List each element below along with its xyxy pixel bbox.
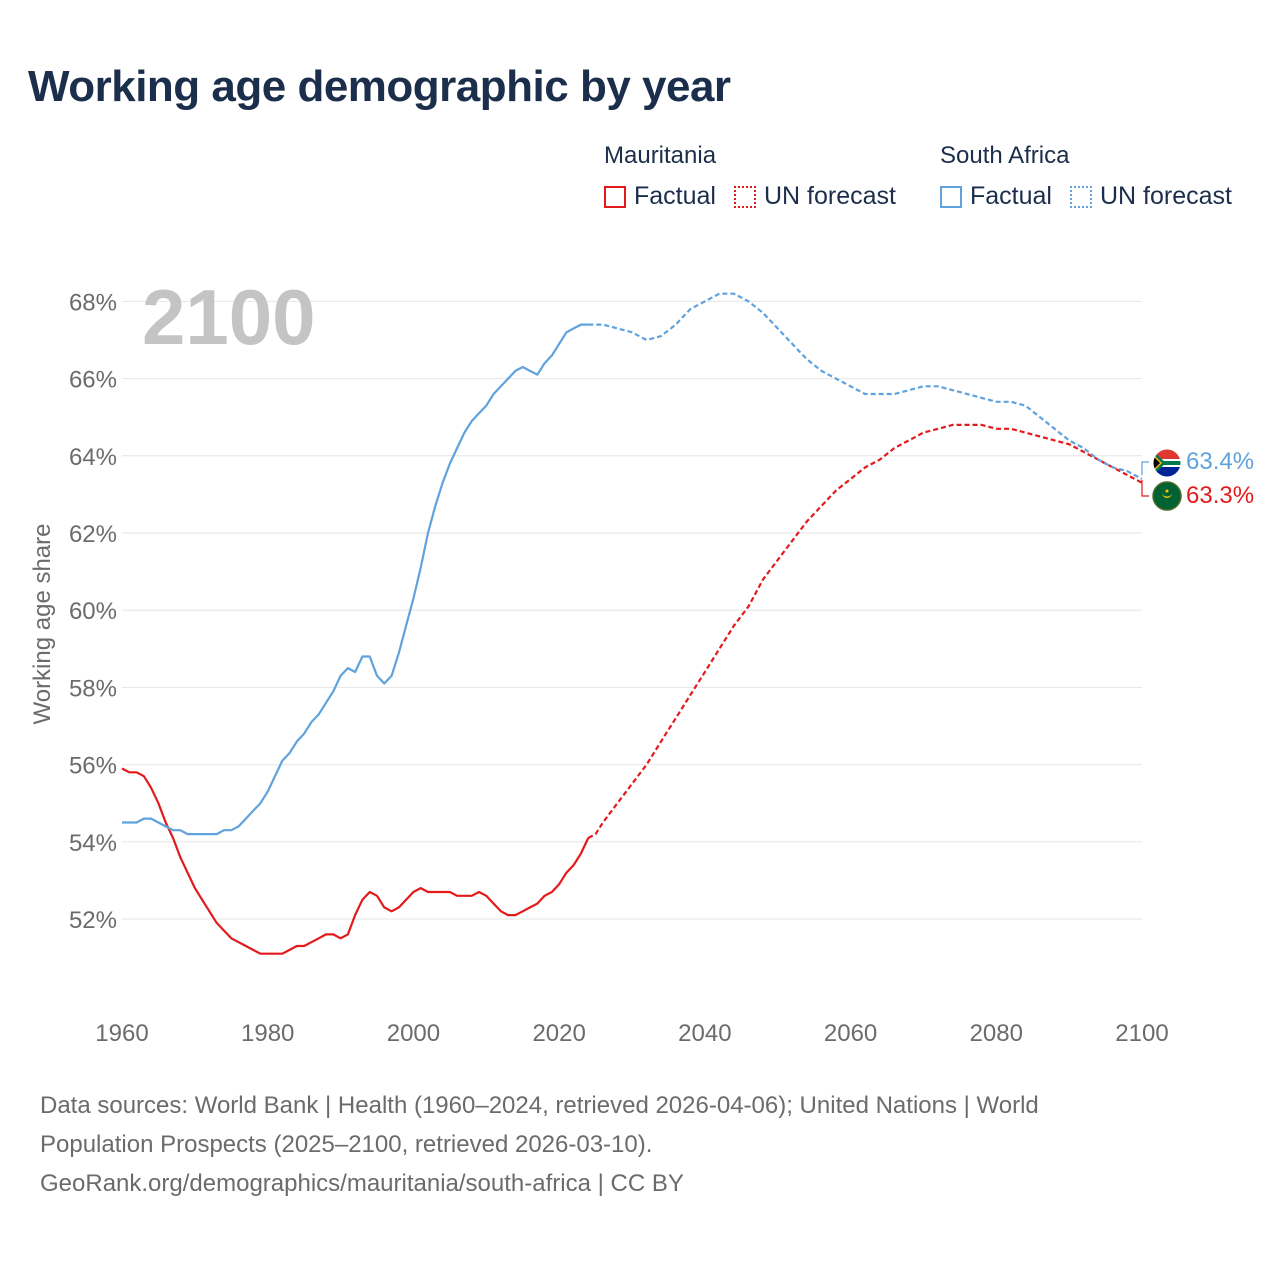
line-chart: 52% 54% 56% 58% 60% 62% 64% 66% 68% 1960 1980 2000…: [29, 273, 1254, 1047]
sources-line: Population Prospects (2025–2100, retriev…: [40, 1131, 653, 1158]
y-tick-label: 68%: [69, 289, 117, 316]
connector-mauritania: [1141, 480, 1149, 497]
x-tick-label: 2100: [1115, 1020, 1168, 1047]
chart-title: Working age demographic by year: [28, 62, 731, 111]
series-line-south-africa-forecast[interactable]: [588, 292, 1143, 480]
x-axis-ticks: 1960 1980 2000 2020 2040 2060 2080 2100: [95, 1020, 1168, 1047]
x-tick-label: 1980: [241, 1020, 294, 1047]
x-tick-label: 2000: [387, 1020, 440, 1047]
series-lines: [121, 292, 1143, 955]
y-tick-label: 60%: [69, 598, 117, 625]
x-tick-label: 2060: [824, 1020, 877, 1047]
legend-swatch-dotted: [1069, 185, 1092, 208]
legend-swatch-solid: [940, 185, 962, 208]
legend-label: Factual: [970, 182, 1052, 210]
y-tick-label: 58%: [69, 675, 117, 702]
legend-label: Factual: [634, 182, 716, 210]
series-line-mauritania-forecast[interactable]: [587, 423, 1143, 839]
sources-link[interactable]: GeoRank.org/demographics/mauritania/sout…: [40, 1170, 684, 1197]
flag-mauritania-icon: [1152, 481, 1182, 511]
y-axis-label: Working age share: [29, 524, 56, 725]
y-axis-ticks: 52% 54% 56% 58% 60% 62% 64% 66% 68%: [69, 289, 117, 934]
y-tick-label: 64%: [69, 444, 117, 471]
legend-item-south-africa-forecast[interactable]: UN forecast: [1069, 182, 1232, 211]
y-tick-label: 54%: [69, 830, 117, 857]
y-tick-label: 56%: [69, 753, 117, 780]
data-sources: Data sources: World Bank | Health (1960–…: [40, 1086, 1240, 1203]
legend-group-name: Mauritania: [604, 142, 717, 169]
legend-group-mauritania: Mauritania Factual UN forecast: [604, 142, 914, 211]
gridlines: [122, 300, 1142, 920]
legend-item-mauritania-forecast[interactable]: UN forecast: [733, 182, 896, 211]
legend-group-south-africa: South Africa Factual UN forecast: [940, 142, 1250, 211]
y-tick-label: 66%: [69, 367, 117, 394]
legend-group-name: South Africa: [940, 142, 1070, 169]
legend-item-south-africa-factual[interactable]: Factual: [940, 182, 1052, 211]
x-tick-label: 2020: [532, 1020, 585, 1047]
end-label-south-africa: 63.4%: [1186, 448, 1254, 475]
legend-swatch-dotted: [733, 185, 756, 208]
legend-swatch-solid: [604, 185, 626, 208]
x-tick-label: 1960: [95, 1020, 148, 1047]
legend-label: UN forecast: [763, 182, 896, 210]
connector-south-africa: [1141, 461, 1149, 475]
year-display: 2100: [142, 273, 316, 361]
y-tick-label: 62%: [69, 521, 117, 548]
legend-label: UN forecast: [1099, 182, 1232, 210]
series-line-south-africa-factual[interactable]: [122, 323, 589, 836]
legend-item-mauritania-factual[interactable]: Factual: [604, 182, 716, 211]
series-line-mauritania-factual[interactable]: [121, 767, 590, 955]
sources-line: Data sources: World Bank | Health (1960–…: [40, 1092, 1039, 1119]
x-tick-label: 2080: [970, 1020, 1023, 1047]
x-tick-label: 2040: [678, 1020, 731, 1047]
flag-south-africa-icon: [1152, 448, 1182, 478]
end-markers: 63.4% 63.3%: [1141, 448, 1254, 511]
end-label-mauritania: 63.3%: [1186, 482, 1254, 509]
y-tick-label: 52%: [69, 907, 117, 934]
